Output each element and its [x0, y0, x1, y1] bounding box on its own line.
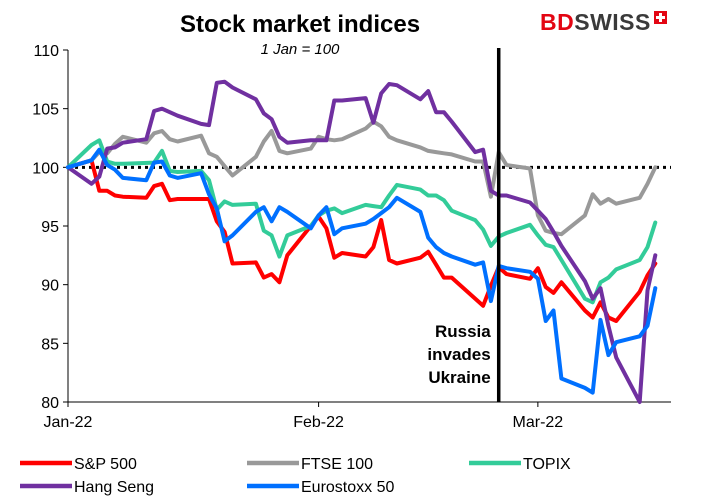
logo-swiss-text: SWISS — [574, 8, 651, 35]
legend-label: Eurostoxx 50 — [301, 479, 394, 496]
annotation-text: Ukraine — [428, 368, 490, 387]
series-line-topix — [66, 138, 658, 305]
legend-label: TOPIX — [523, 456, 571, 473]
legend-label: S&P 500 — [74, 456, 137, 473]
y-tick-label: 110 — [33, 43, 59, 60]
plot-area: 80 85 90 95 100 105 110 Jan-22 Feb-22 Mar-22 Russi… — [32, 43, 671, 431]
y-tick-label: 80 — [41, 395, 59, 412]
annotation-text: invades — [427, 345, 490, 364]
chart-title: Stock market indices — [180, 11, 420, 38]
y-tick-label: 90 — [41, 278, 59, 295]
y-tick-label: 100 — [32, 160, 59, 177]
x-tick-label: Mar-22 — [513, 414, 564, 431]
legend-label: FTSE 100 — [301, 456, 373, 473]
legend: S&P 500 FTSE 100 TOPIX Hang Seng Eurostoxx 5… — [20, 456, 571, 496]
annotation-text: Russia — [435, 322, 491, 341]
logo-bd-text: BD — [540, 8, 575, 35]
series-line-s-p-500 — [66, 158, 658, 323]
y-tick-label: 105 — [32, 102, 59, 119]
chart-subtitle: 1 Jan = 100 — [261, 41, 340, 58]
x-tick-label: Jan-22 — [44, 414, 93, 431]
x-tick-label: Feb-22 — [293, 414, 344, 431]
series-line-hang-seng — [66, 79, 658, 404]
swiss-cross-icon — [653, 10, 667, 24]
bdswiss-logo: BD SWISS — [540, 8, 667, 36]
y-tick-label: 85 — [41, 336, 59, 353]
series-line-eurostoxx-50 — [66, 147, 658, 395]
legend-label: Hang Seng — [74, 479, 154, 496]
series-line-ftse-100 — [66, 119, 658, 237]
y-tick-label: 95 — [41, 219, 59, 236]
